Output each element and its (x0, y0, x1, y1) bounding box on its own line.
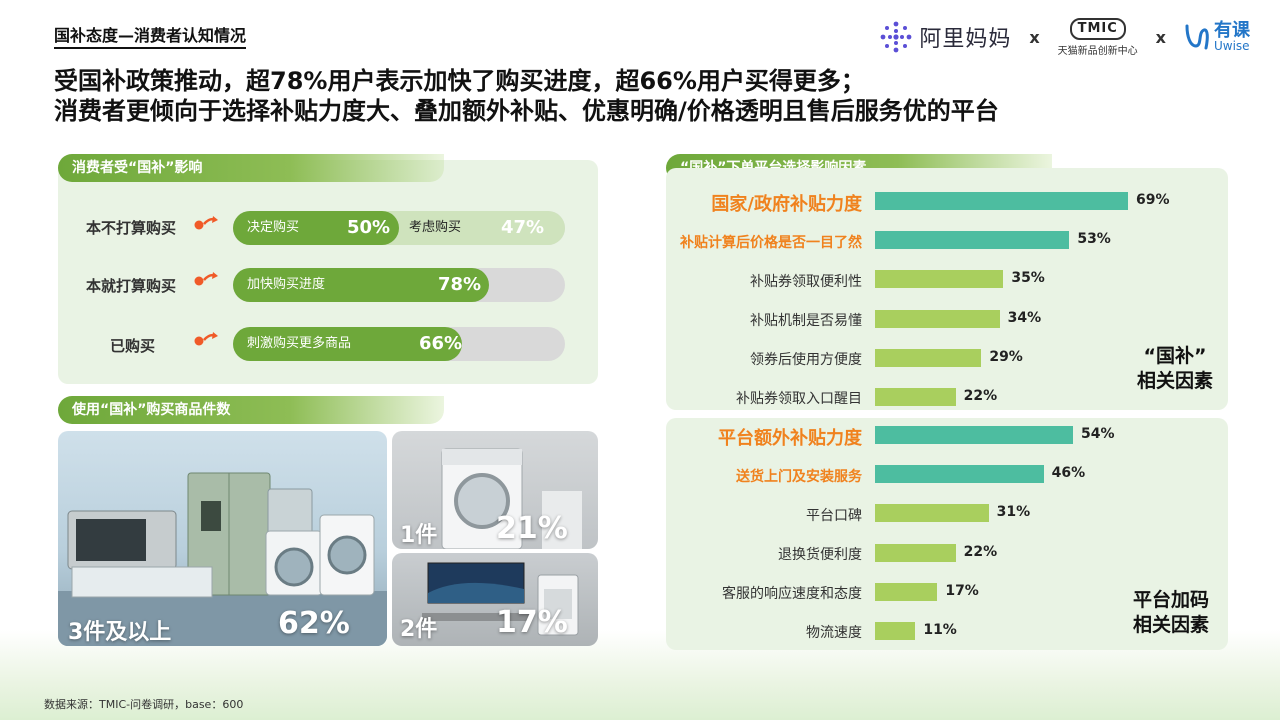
bar-category-label: 领券后使用方便度 (750, 352, 862, 369)
tmic-logo: TMIC 天猫新品创新中心 (1057, 17, 1138, 57)
logo-bar: 阿里妈妈 x TMIC 天猫新品创新中心 x 有课 Uwise (879, 14, 1250, 60)
influence-bar-main-text: 加快购买进度 (247, 277, 326, 292)
bar-value-label: 31% (996, 504, 1031, 521)
influence-bar-track: 加快购买进度 78% (233, 268, 565, 302)
uwise-en-text: Uwise (1214, 39, 1250, 53)
bar (875, 388, 956, 406)
bar (875, 426, 1073, 444)
bar-value-label: 53% (1077, 231, 1111, 248)
bar-category-label: 补贴券领取入口醒目 (736, 391, 862, 408)
uwise-cn-text: 有课 (1214, 20, 1250, 41)
bar-category-label: 客服的响应速度和态度 (722, 586, 862, 603)
bar (875, 309, 1000, 328)
quantity-tag: 使用“国补”购买商品件数 (58, 396, 444, 424)
uwise-mark-icon (1185, 24, 1209, 50)
bar-category-label: 送货上门及安装服务 (736, 468, 862, 485)
influence-row-label: 本就打算购买 (86, 277, 177, 295)
photo-tv: 2件 17% (392, 553, 598, 646)
alimama-logo: 阿里妈妈 (879, 20, 1011, 54)
influence-bar-main-pct: 50% (347, 217, 391, 238)
logo-separator: x (1155, 27, 1166, 47)
bar (875, 582, 938, 601)
influence-bar-main-pct: 66% (419, 333, 463, 354)
appliances-illustration (58, 472, 387, 646)
influence-bar-main-text: 刺激购买更多商品 (247, 336, 352, 351)
tv-illustration (422, 562, 579, 636)
influence-row-label: 已购买 (110, 337, 156, 355)
bar (875, 270, 1004, 289)
influence-bar-track: 刺激购买更多商品 66% (233, 327, 565, 361)
group-2-caption: 平台加码 相关因素 (1116, 588, 1226, 638)
headline: 受国补政策推动，超78%用户表示加快了购买进度，超66%用户买得更多； 消费者更… (54, 66, 999, 126)
influence-bar-alt-pct: 47% (501, 217, 545, 238)
bar (875, 231, 1070, 250)
bar-value-label: 17% (945, 582, 979, 599)
bar-category-label: 国家/政府补贴力度 (711, 193, 862, 215)
quantity-pct: 17% (496, 605, 568, 640)
bar-value-label: 22% (963, 388, 998, 404)
quantity-pct: 62% (278, 606, 350, 641)
bar-category-label: 补贴机制是否易懂 (750, 312, 862, 329)
alimama-text: 阿里妈妈 (919, 27, 1012, 52)
data-source: 数据来源：TMIC-问卷调研，base：600 (44, 698, 244, 711)
bar-category-label: 补贴券领取便利性 (750, 273, 862, 290)
alimama-dots-icon (880, 21, 912, 53)
group-1-caption: “国补” 相关因素 (1120, 344, 1230, 394)
photo-washer: 1件 21% (392, 431, 598, 549)
tmic-subtitle: 天猫新品创新中心 (1057, 45, 1138, 57)
bar-value-label: 54% (1081, 426, 1115, 442)
logo-separator: x (1029, 27, 1040, 47)
influence-bar-track: 决定购买 50% 考虑购买 47% (233, 211, 565, 245)
bar-category-label: 物流速度 (806, 625, 862, 642)
bar-value-label: 34% (1007, 309, 1042, 326)
headline-line-1: 受国补政策推动，超78%用户表示加快了购买进度，超66%用户买得更多； (54, 67, 865, 95)
group-2-caption-line: 平台加码 (1132, 589, 1209, 611)
influence-row-label: 本不打算购买 (86, 219, 177, 237)
photo-appliances-large: 3件及以上 62% (58, 431, 387, 646)
bar-value-label: 69% (1136, 192, 1170, 208)
bar-value-label: 11% (923, 622, 957, 638)
quantity-count: 2件 (400, 617, 438, 642)
bar (875, 192, 1128, 210)
bar-category-label: 补贴计算后价格是否一目了然 (680, 234, 862, 251)
bar-value-label: 35% (1011, 270, 1045, 287)
bar (875, 622, 916, 640)
arrow-icon (194, 332, 218, 346)
quantity-pct: 21% (496, 511, 568, 546)
bar-category-label: 平台额外补贴力度 (718, 427, 862, 449)
bar-value-label: 22% (963, 543, 998, 560)
quantity-count: 1件 (400, 523, 438, 548)
influence-bar-alt-text: 考虑购买 (409, 220, 462, 235)
platform-group-2-panel (666, 418, 1228, 650)
bar (875, 504, 989, 523)
bar (875, 348, 982, 367)
arrow-icon (194, 216, 218, 230)
page-title: 国补态度—消费者认知情况 (54, 22, 247, 49)
washer-illustration (441, 448, 582, 549)
quantity-count: 3件及以上 (68, 620, 172, 645)
influence-tag: 消费者受“国补”影响 (58, 154, 444, 182)
tmic-text: TMIC (1069, 17, 1126, 40)
arrow-icon (194, 272, 218, 286)
influence-bar-main-fill (233, 211, 399, 245)
bar-category-label: 平台口碑 (806, 507, 862, 524)
influence-bar-main-fill (233, 268, 489, 302)
influence-bar-main-text: 决定购买 (247, 220, 300, 235)
bar (875, 543, 956, 562)
group-2-caption-line: 相关因素 (1132, 614, 1209, 636)
headline-line-2: 消费者更倾向于选择补贴力度大、叠加额外补贴、优惠明确/价格透明且售后服务优的平台 (54, 97, 999, 125)
uwise-logo: 有课 Uwise (1184, 22, 1250, 52)
bar-category-label: 退换货便利度 (778, 546, 862, 563)
bar-value-label: 29% (989, 348, 1023, 365)
influence-bar-main-fill (233, 327, 463, 361)
bar-value-label: 46% (1051, 465, 1086, 482)
influence-bar-main-pct: 78% (438, 274, 482, 295)
bar (875, 465, 1044, 484)
group-1-caption-line: 相关因素 (1136, 370, 1213, 392)
group-1-caption-line: “国补” (1143, 345, 1207, 367)
